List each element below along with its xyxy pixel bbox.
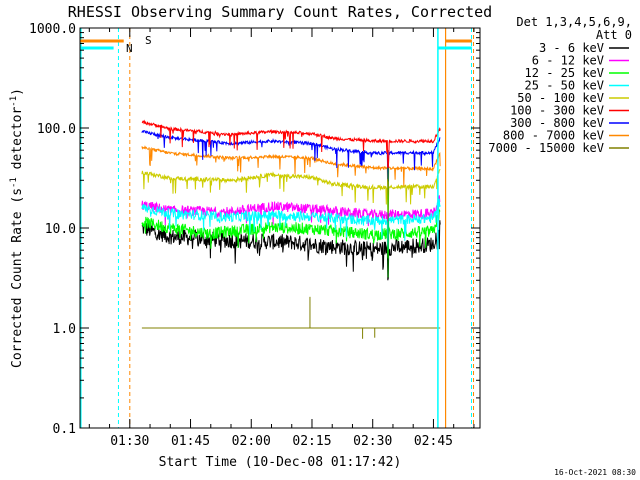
y-axis-label-mid: detector [10,107,25,178]
y-tick-label: 1000.0 [29,22,76,37]
x-tick-label: 02:45 [414,434,453,449]
x-tick-label: 02:15 [292,434,331,449]
x-tick-label: 02:00 [232,434,271,449]
y-axis-label-sup1: -1 [9,177,19,188]
series-line [141,169,441,214]
y-tick-label: 10.0 [45,222,76,237]
flag-n-label: N [126,42,133,55]
legend-entry: 800 - 7000 keV [503,129,604,143]
x-tick-label: 02:30 [353,434,392,449]
x-tick-label: 01:30 [110,434,149,449]
legend-entry: 3 - 6 keV [539,41,604,55]
legend-header-1: Det 1,3,4,5,6,9, [516,15,632,29]
y-axis-label-sup2: -1 [9,96,19,107]
flag-s-label: S [145,34,152,47]
y-tick-label: 100.0 [37,122,76,137]
chart-title: RHESSI Observing Summary Count Rates, Co… [68,3,492,21]
legend-entry: 25 - 50 keV [525,79,604,93]
series-line [141,195,441,246]
y-tick-label: 0.1 [53,422,76,437]
y-axis: 0.1 1.0 10.0 100.0 1000.0 [29,22,480,437]
timestamp: 16-Oct-2021 08:30 [554,468,636,477]
series-line [141,198,441,251]
legend-entry: 50 - 100 keV [517,91,604,105]
x-axis: 01:30 01:45 02:00 02:15 02:30 02:45 [88,28,475,449]
y-axis-label: Corrected Count Rate (s-1 detector-1) [9,88,25,368]
x-axis-label: Start Time (10-Dec-08 01:17:42) [159,455,402,470]
series-line [141,145,441,196]
series-line [141,208,441,259]
legend-entry: 6 - 12 keV [532,54,604,68]
y-axis-label-main: Corrected Count Rate (s [10,188,25,368]
series-line [141,130,441,182]
legend-entry: 100 - 300 keV [510,104,604,118]
x-tick-label: 01:45 [171,434,210,449]
y-tick-label: 1.0 [53,322,76,337]
series-line [141,119,441,170]
legend-header-2: Att 0 [596,28,632,42]
y-axis-label-end: ) [10,88,25,96]
legend-entry: 12 - 25 keV [525,66,604,80]
legend-entry: 300 - 800 keV [510,116,604,130]
legend-entry: 7000 - 15000 keV [488,141,604,155]
plot-lines [141,119,441,339]
